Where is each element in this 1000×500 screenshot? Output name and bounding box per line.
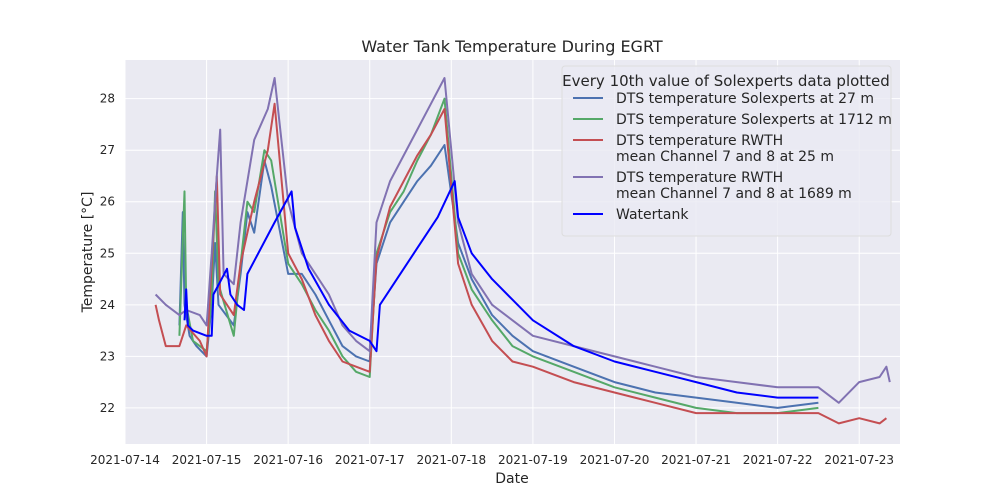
x-tick-label: 2021-07-18 xyxy=(416,453,486,467)
legend-title: Every 10th value of Solexperts data plot… xyxy=(562,72,890,90)
x-tick-label: 2021-07-15 xyxy=(172,453,242,467)
legend-box xyxy=(561,65,892,237)
x-tick-label: 2021-07-17 xyxy=(335,453,405,467)
legend-label-0: DTS temperature Solexperts at 27 m xyxy=(616,91,874,107)
y-tick-label: 28 xyxy=(100,92,115,106)
legend-label-2: DTS temperature RWTH mean Channel 7 and 8… xyxy=(616,133,834,165)
legend-label-3: DTS temperature RWTH mean Channel 7 and 8… xyxy=(616,170,852,202)
y-tick-label: 24 xyxy=(100,298,115,312)
y-axis-label: Temperature [°C] xyxy=(80,192,96,314)
series-line-4 xyxy=(183,180,819,399)
x-tick-label: 2021-07-14 xyxy=(90,453,160,467)
series-lines xyxy=(154,77,891,425)
y-tick-label: 25 xyxy=(100,246,115,260)
x-tick-label: 2021-07-16 xyxy=(253,453,323,467)
legend: Every 10th value of Solexperts data plot… xyxy=(561,65,892,237)
x-tick-label: 2021-07-21 xyxy=(661,453,731,467)
x-tick-label: 2021-07-22 xyxy=(743,453,813,467)
legend-label-1: DTS temperature Solexperts at 1712 m xyxy=(616,112,892,128)
x-tick-label: 2021-07-20 xyxy=(580,453,650,467)
y-tick-label: 27 xyxy=(100,143,115,157)
legend-label-4: Watertank xyxy=(616,207,689,223)
chart-title: Water Tank Temperature During EGRT xyxy=(361,37,663,56)
x-tick-label: 2021-07-23 xyxy=(824,453,894,467)
series-line-0 xyxy=(178,144,819,409)
series-line-3 xyxy=(154,77,891,404)
legend-items: DTS temperature Solexperts at 27 m DTS te… xyxy=(573,91,892,223)
y-tick-label: 22 xyxy=(100,401,115,415)
series-line-1 xyxy=(178,97,819,415)
y-tick-labels: 22 23 24 25 26 27 28 xyxy=(100,92,115,415)
x-tick-label: 2021-07-19 xyxy=(498,453,568,467)
x-tick-labels: 2021-07-14 2021-07-15 2021-07-16 2021-07-17… xyxy=(90,453,894,467)
y-tick-label: 23 xyxy=(100,349,115,363)
x-axis-label: Date xyxy=(495,471,528,487)
y-tick-label: 26 xyxy=(100,195,115,209)
